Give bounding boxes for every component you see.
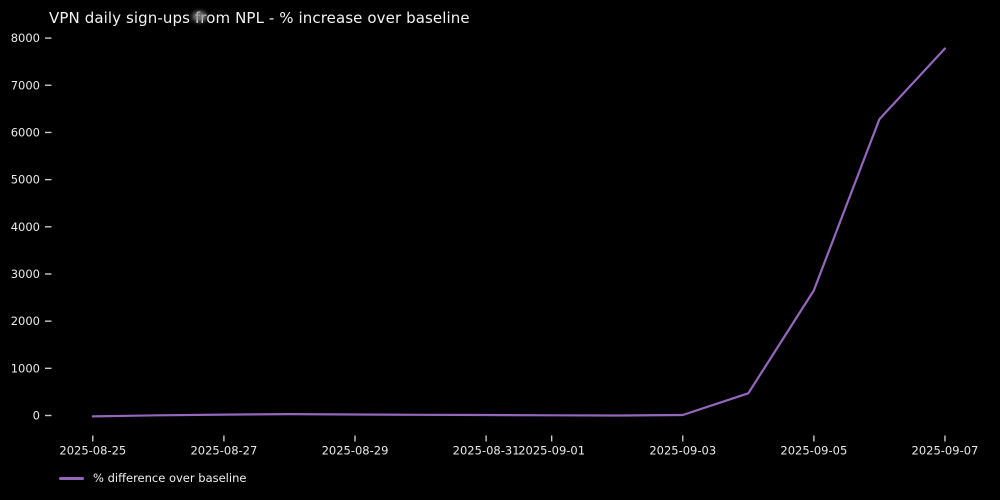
y-axis-tick-label: 0 [33, 409, 40, 423]
x-axis-tick-label: 2025-08-25 [59, 444, 126, 458]
data-line-percent-difference-over-baseline [91, 47, 947, 418]
y-axis-tick-label: 8000 [11, 31, 40, 45]
x-axis-tick-label: 2025-09-03 [649, 444, 716, 458]
legend-entry-label: % difference over baseline [93, 471, 247, 485]
y-axis-tick-label: 3000 [11, 267, 40, 281]
y-axis-tick-label: 7000 [11, 78, 40, 92]
y-axis-tick-label: 1000 [11, 361, 40, 375]
y-axis-tick-label: 5000 [11, 173, 40, 187]
x-axis-tick-label: 2025-08-27 [190, 444, 257, 458]
x-axis-tick-label: 2025-09-05 [780, 444, 847, 458]
y-axis-tick-label: 4000 [11, 220, 40, 234]
chart-title: VPN daily sign-ups from NPL - % increase… [49, 9, 470, 27]
y-axis-tick-label: 6000 [11, 125, 40, 139]
y-axis-tick-label: 2000 [11, 314, 40, 328]
legend: % difference over baseline [59, 471, 246, 485]
legend-line-swatch-icon [59, 476, 84, 480]
x-axis-tick-label: 2025-08-29 [322, 444, 389, 458]
x-axis-tick-label: 2025-09-07 [912, 444, 979, 458]
mouse-cursor-artifact [192, 11, 207, 22]
x-axis-tick-label: 2025-09-01 [518, 444, 585, 458]
x-axis-tick-label: 2025-08-31 [453, 444, 520, 458]
